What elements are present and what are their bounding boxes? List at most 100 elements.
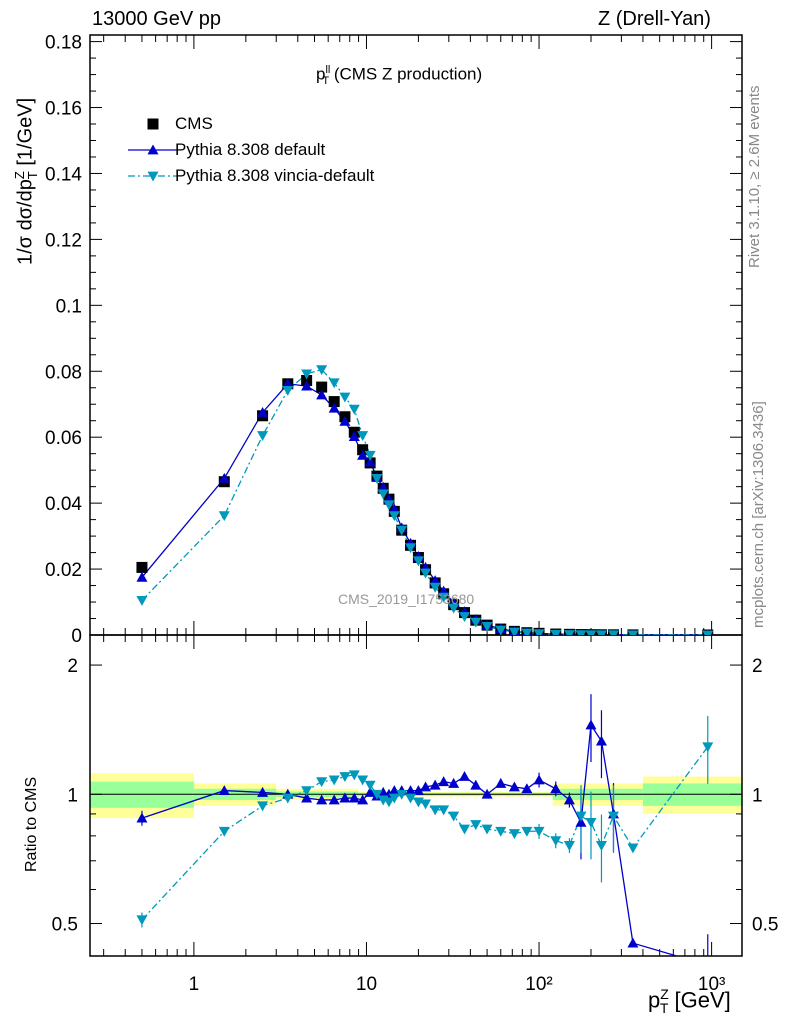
data-point-default — [429, 575, 441, 586]
data-point-vincia — [521, 628, 533, 635]
ratio-point-vincia — [282, 793, 294, 804]
ratio-point-vincia — [364, 780, 376, 791]
ratio-point-default — [521, 783, 533, 794]
ratio-point-vincia — [508, 829, 520, 840]
data-point-default — [348, 431, 360, 441]
data-point-default — [339, 415, 351, 426]
ratio-point-default — [405, 785, 417, 795]
header-left: 13000 GeV pp — [92, 8, 221, 30]
ratio-point-vincia — [218, 826, 230, 837]
x-axis-symbol: p — [648, 987, 661, 1013]
ratio-tick-label: 2 — [67, 656, 78, 677]
ratio-point-vincia — [438, 805, 450, 816]
legend-item-cms: CMS — [120, 114, 213, 134]
ratio-point-vincia — [702, 742, 714, 753]
y-axis-label-unit: [1/GeV] — [14, 97, 37, 166]
data-point-vincia — [328, 378, 340, 389]
y-tick-label: 0.14 — [45, 164, 82, 185]
rivet-label: Rivet 3.1.10, ≥ 2.6M events — [746, 85, 763, 269]
data-point-default — [301, 380, 313, 391]
data-point-cms — [357, 444, 369, 456]
ratio-point-default — [348, 792, 360, 803]
ratio-point-default — [563, 794, 575, 805]
ratio-point-vincia — [585, 817, 597, 828]
data-point-default — [316, 389, 328, 400]
ratio-tick-label-right: 2 — [752, 656, 763, 677]
data-point-vincia — [218, 511, 230, 522]
ratio-point-vincia — [371, 789, 383, 800]
ratio-point-default — [508, 781, 520, 792]
ratio-point-default — [550, 783, 562, 794]
ratio-point-vincia — [257, 801, 269, 812]
y-tick-label: 0.06 — [45, 428, 82, 449]
data-point-vincia — [508, 627, 520, 635]
main-series — [136, 365, 714, 635]
y-tick-label: 0.1 — [56, 296, 82, 317]
ratio-point-default — [470, 779, 482, 790]
ratio-point-vincia — [470, 820, 482, 831]
plot-title-sub: T — [322, 75, 330, 88]
y-tick-label: 0.16 — [45, 99, 82, 120]
data-point-vincia — [339, 392, 351, 403]
plot-title-text: (CMS Z production) — [333, 64, 483, 84]
data-point-vincia — [396, 525, 408, 536]
ratio-line-vincia — [141, 746, 709, 921]
ratio-point-vincia — [405, 793, 417, 804]
y-tick-label: 0 — [71, 626, 82, 647]
ratio-axis-label: Ratio to CMS — [23, 776, 40, 872]
x-tick-label: 1 — [189, 974, 200, 995]
header-right: Z (Drell-Yan) — [598, 8, 711, 30]
legend-cms-label: CMS — [175, 114, 213, 133]
data-point-vincia — [364, 450, 376, 461]
data-point-cms — [316, 381, 328, 393]
data-point-default — [328, 402, 340, 413]
x-axis-unit: [GeV] — [674, 987, 731, 1013]
ratio-point-default — [575, 816, 587, 827]
legend-cms-square — [147, 118, 159, 130]
data-point-vincia — [388, 511, 400, 522]
legend-item-vincia: Pythia 8.308 vincia-default — [120, 166, 374, 186]
ratio-tick-label-right: 0.5 — [752, 914, 778, 935]
data-point-vincia — [301, 369, 313, 380]
y-axis-label-sub: T — [24, 171, 40, 180]
data-point-default — [282, 378, 294, 389]
ratio-point-vincia — [339, 772, 351, 783]
x-tick-label: 10² — [525, 974, 552, 995]
legend-item-default: Pythia 8.308 default — [120, 140, 325, 160]
ratio-point-default — [328, 794, 340, 805]
ratio-point-default — [533, 774, 545, 785]
data-point-vincia — [383, 500, 395, 511]
data-point-vincia — [377, 489, 389, 500]
y-tick-label: 0.08 — [45, 362, 82, 383]
ratio-point-vincia — [481, 824, 493, 835]
ratio-point-vincia — [388, 793, 400, 804]
x-tick-label: 10³ — [698, 974, 725, 995]
data-point-vincia — [257, 431, 269, 442]
data-point-vincia — [357, 431, 369, 442]
ratio-plot-frame — [89, 634, 743, 957]
ratio-point-default — [357, 794, 369, 805]
ratio-point-default — [448, 777, 460, 788]
data-point-vincia — [627, 630, 639, 635]
data-point-vincia — [420, 568, 432, 579]
ratio-uncertainty-bands — [90, 773, 742, 819]
ratio-point-default — [702, 960, 713, 970]
x-axis-sub: T — [659, 999, 669, 1016]
ratio-line-default — [141, 723, 680, 956]
data-point-cms — [301, 374, 313, 386]
data-point-default — [388, 503, 400, 514]
ratio-point-default — [481, 788, 493, 799]
legend-markers — [128, 118, 178, 182]
data-point-vincia — [575, 630, 587, 635]
data-point-vincia — [405, 543, 417, 554]
ratio-point-vincia — [420, 799, 432, 810]
data-point-vincia — [702, 630, 714, 635]
data-point-vincia — [550, 629, 562, 635]
ratio-point-vincia — [550, 836, 562, 847]
ratio-point-default — [585, 719, 597, 730]
data-point-default — [218, 472, 230, 483]
data-point-cms — [136, 561, 148, 573]
y-axis-ticks: 0 0.02 0.04 0.06 0.08 0.1 0.12 0.14 0.16 0.18 — [45, 33, 742, 647]
ratio-point-vincia — [383, 797, 395, 808]
y-axis-label-main: 1/σ dσ/dp — [14, 179, 37, 265]
